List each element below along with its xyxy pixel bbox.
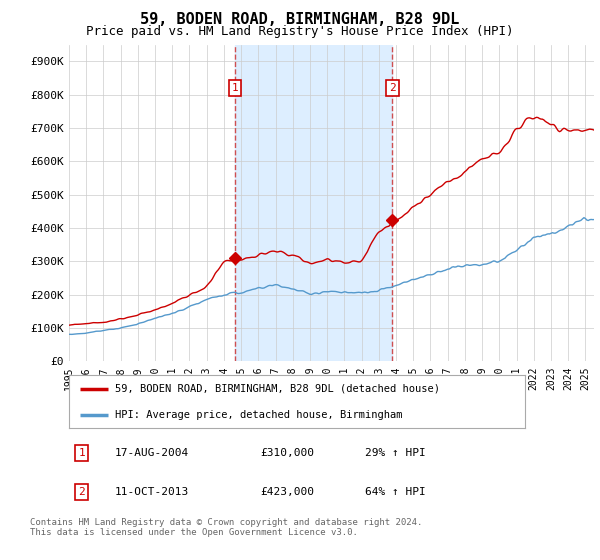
Text: £310,000: £310,000 [260, 448, 314, 458]
Text: £423,000: £423,000 [260, 487, 314, 497]
Text: 29% ↑ HPI: 29% ↑ HPI [365, 448, 426, 458]
Text: HPI: Average price, detached house, Birmingham: HPI: Average price, detached house, Birm… [115, 410, 402, 420]
Text: 64% ↑ HPI: 64% ↑ HPI [365, 487, 426, 497]
Text: 11-OCT-2013: 11-OCT-2013 [115, 487, 189, 497]
Text: 1: 1 [79, 448, 85, 458]
Text: 2: 2 [389, 83, 396, 93]
Bar [235, 45, 392, 361]
Text: Contains HM Land Registry data © Crown copyright and database right 2024.
This d: Contains HM Land Registry data © Crown c… [30, 518, 422, 538]
Text: 2: 2 [79, 487, 85, 497]
Text: 1: 1 [232, 83, 238, 93]
Text: 59, BODEN ROAD, BIRMINGHAM, B28 9DL (detached house): 59, BODEN ROAD, BIRMINGHAM, B28 9DL (det… [115, 384, 440, 394]
Text: 59, BODEN ROAD, BIRMINGHAM, B28 9DL: 59, BODEN ROAD, BIRMINGHAM, B28 9DL [140, 12, 460, 27]
Text: 17-AUG-2004: 17-AUG-2004 [115, 448, 189, 458]
Text: Price paid vs. HM Land Registry's House Price Index (HPI): Price paid vs. HM Land Registry's House … [86, 25, 514, 38]
